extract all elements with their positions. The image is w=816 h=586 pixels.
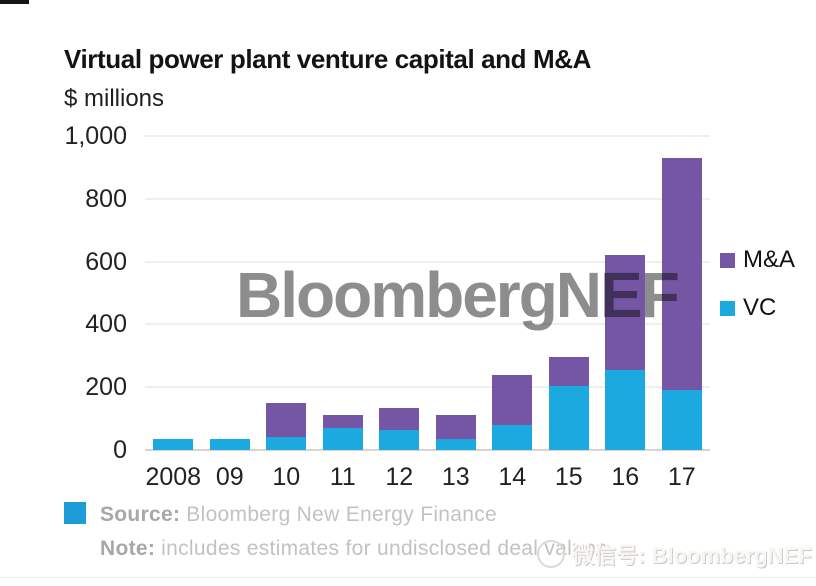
gridline-0 — [145, 449, 710, 451]
bar-12-vc — [379, 429, 420, 450]
bar-13-m&a — [435, 415, 476, 440]
axis-unit-label: $ millions — [64, 85, 165, 112]
bar-10-vc — [266, 437, 307, 450]
y-tick-200: 200 — [85, 373, 127, 402]
x-tick-09: 09 — [215, 463, 244, 491]
ma-color-swatch — [720, 252, 735, 268]
bar-13-vc — [435, 439, 476, 450]
corner-mark — [0, 0, 29, 4]
x-tick-2008: 2008 — [145, 463, 202, 491]
note-line: Note: includes estimates for undisclosed … — [100, 537, 607, 561]
gridline-400 — [145, 323, 710, 326]
bar-16-m&a — [605, 255, 646, 370]
note-label: Note: — [100, 537, 156, 560]
x-tick-15: 15 — [554, 463, 583, 491]
y-tick-600: 600 — [85, 247, 127, 276]
y-tick-0: 0 — [113, 436, 127, 464]
legend-label-vc: VC — [743, 294, 777, 321]
wechat-watermark: 微信号: BloombergNEF — [572, 543, 812, 568]
x-tick-13: 13 — [441, 463, 470, 491]
x-tick-17: 17 — [667, 463, 696, 491]
bar-14-m&a — [492, 374, 533, 425]
legend-item-vc: VC — [720, 294, 776, 322]
source-text: Bloomberg New Energy Finance — [186, 503, 498, 526]
bar-14-vc — [492, 424, 533, 450]
x-tick-12: 12 — [385, 463, 414, 491]
x-tick-10: 10 — [272, 463, 301, 491]
x-tick-11: 11 — [329, 463, 356, 491]
bar-2008-vc — [153, 439, 194, 450]
source-color-swatch — [64, 502, 86, 524]
y-tick-1,000: 1,000 — [64, 122, 127, 150]
bar-15-m&a — [548, 357, 589, 386]
chart-title: Virtual power plant venture capital and … — [64, 44, 591, 74]
bar-10-m&a — [266, 402, 307, 438]
bar-12-m&a — [379, 407, 420, 430]
x-tick-16: 16 — [611, 463, 640, 491]
bloombergnef-watermark: BloombergNEF — [236, 259, 680, 331]
note-text: includes estimates for undisclosed deal … — [161, 537, 607, 560]
x-tick-14: 14 — [498, 463, 527, 491]
gridline-600 — [145, 260, 710, 263]
bar-17-vc — [661, 390, 702, 450]
source-line: Source: Bloomberg New Energy Finance — [100, 503, 497, 527]
bar-17-m&a — [661, 157, 702, 391]
legend-label-ma: M&A — [743, 246, 796, 273]
bar-15-vc — [548, 385, 589, 450]
gridline-1,000 — [145, 135, 710, 137]
gridline-800 — [145, 197, 710, 200]
bar-09-vc — [209, 439, 250, 450]
source-label: Source: — [100, 503, 181, 526]
bar-16-vc — [605, 369, 646, 450]
legend-item-ma: M&A — [720, 246, 795, 274]
y-tick-400: 400 — [85, 310, 127, 339]
gridline-200 — [145, 386, 710, 389]
vc-color-swatch — [720, 300, 735, 316]
bar-11-m&a — [322, 415, 363, 429]
wechat-logo-icon — [537, 540, 565, 568]
y-tick-800: 800 — [85, 184, 127, 213]
plot-area — [145, 135, 710, 451]
bottom-divider — [0, 577, 816, 578]
bar-11-vc — [322, 428, 363, 450]
